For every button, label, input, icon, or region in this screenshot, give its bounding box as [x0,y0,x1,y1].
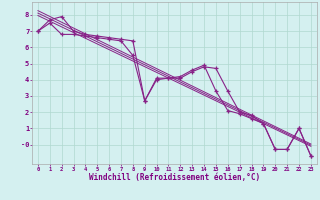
X-axis label: Windchill (Refroidissement éolien,°C): Windchill (Refroidissement éolien,°C) [89,173,260,182]
